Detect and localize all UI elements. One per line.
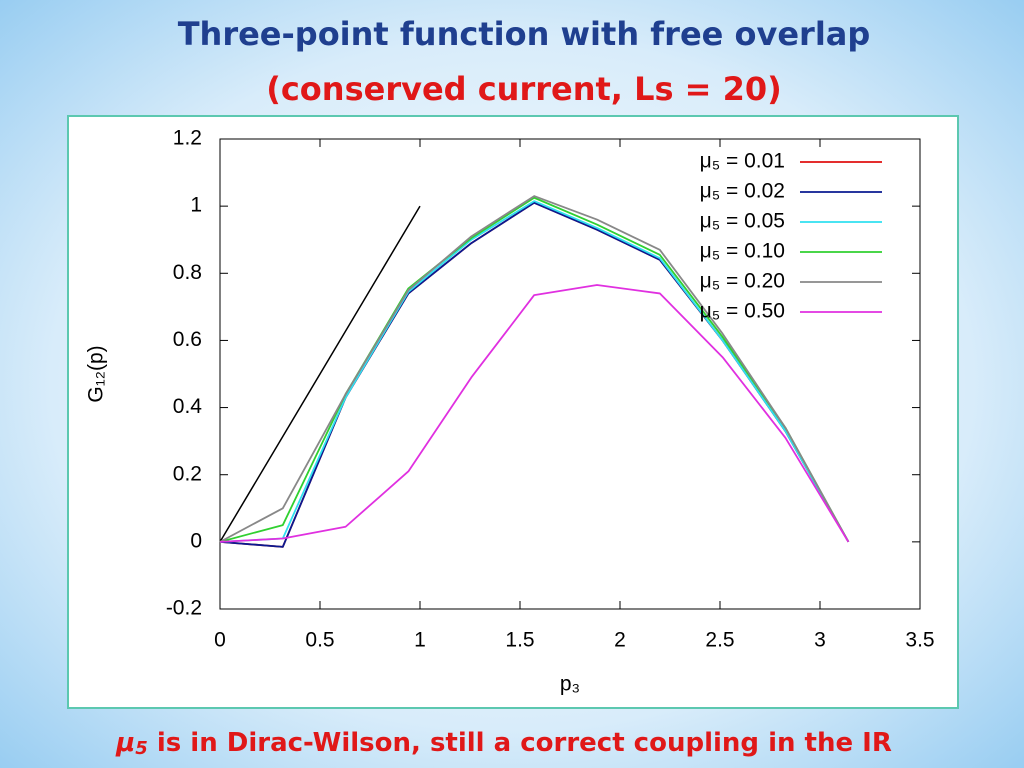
x-tick-label: 0 xyxy=(214,629,226,652)
footer-subscript: 5 xyxy=(135,738,148,759)
footer: μ5 is in Dirac-Wilson, still a correct c… xyxy=(115,728,892,760)
legend-label: μ₅ = 0.50 xyxy=(700,300,785,323)
y-tick-label: 0.2 xyxy=(173,462,202,485)
x-axis-label: p₃ xyxy=(560,673,580,696)
y-tick-label: -0.2 xyxy=(166,597,202,620)
series-line xyxy=(219,200,850,543)
reference-line xyxy=(219,205,421,543)
footer-text: is in Dirac-Wilson, still a correct coup… xyxy=(148,728,892,758)
legend-label: μ₅ = 0.01 xyxy=(700,150,785,173)
series-line xyxy=(219,195,850,543)
legend-label: μ₅ = 0.02 xyxy=(700,180,785,203)
legend-label: μ₅ = 0.05 xyxy=(700,210,785,233)
legend-label: μ₅ = 0.10 xyxy=(700,240,785,263)
y-tick-label: 1 xyxy=(190,194,202,217)
x-tick-label: 1.5 xyxy=(505,629,534,652)
plot: 0 0.5 1 1.5 2 2.5 3 3.5 -0.2 0 0.2 0.4 0.6 0.8 1 1.2 p₃ G… xyxy=(85,127,935,696)
series-line xyxy=(219,284,850,543)
y-tick-label: 0 xyxy=(190,529,202,552)
y-tick-label: 0.6 xyxy=(173,328,202,351)
x-tick-label: 1 xyxy=(414,629,426,652)
footer-symbol: μ xyxy=(115,728,135,758)
y-tick-label: 1.2 xyxy=(173,127,202,150)
x-tick-label: 3.5 xyxy=(905,629,934,652)
plot-border xyxy=(219,138,921,610)
series-line xyxy=(219,196,850,543)
y-tick-label: 0.4 xyxy=(173,395,203,418)
x-tick-label: 0.5 xyxy=(305,629,334,652)
x-tick-label: 2.5 xyxy=(705,629,734,652)
subtitle: (conserved current, Ls = 20) xyxy=(266,70,782,108)
y-tick-label: 0.8 xyxy=(173,261,202,284)
title: Three-point function with free overlap xyxy=(178,15,871,53)
y-axis-label: G₁₂(p) xyxy=(85,345,108,402)
x-tick-label: 3 xyxy=(814,629,826,652)
x-tick-label: 2 xyxy=(614,629,626,652)
legend-label: μ₅ = 0.20 xyxy=(700,270,785,293)
